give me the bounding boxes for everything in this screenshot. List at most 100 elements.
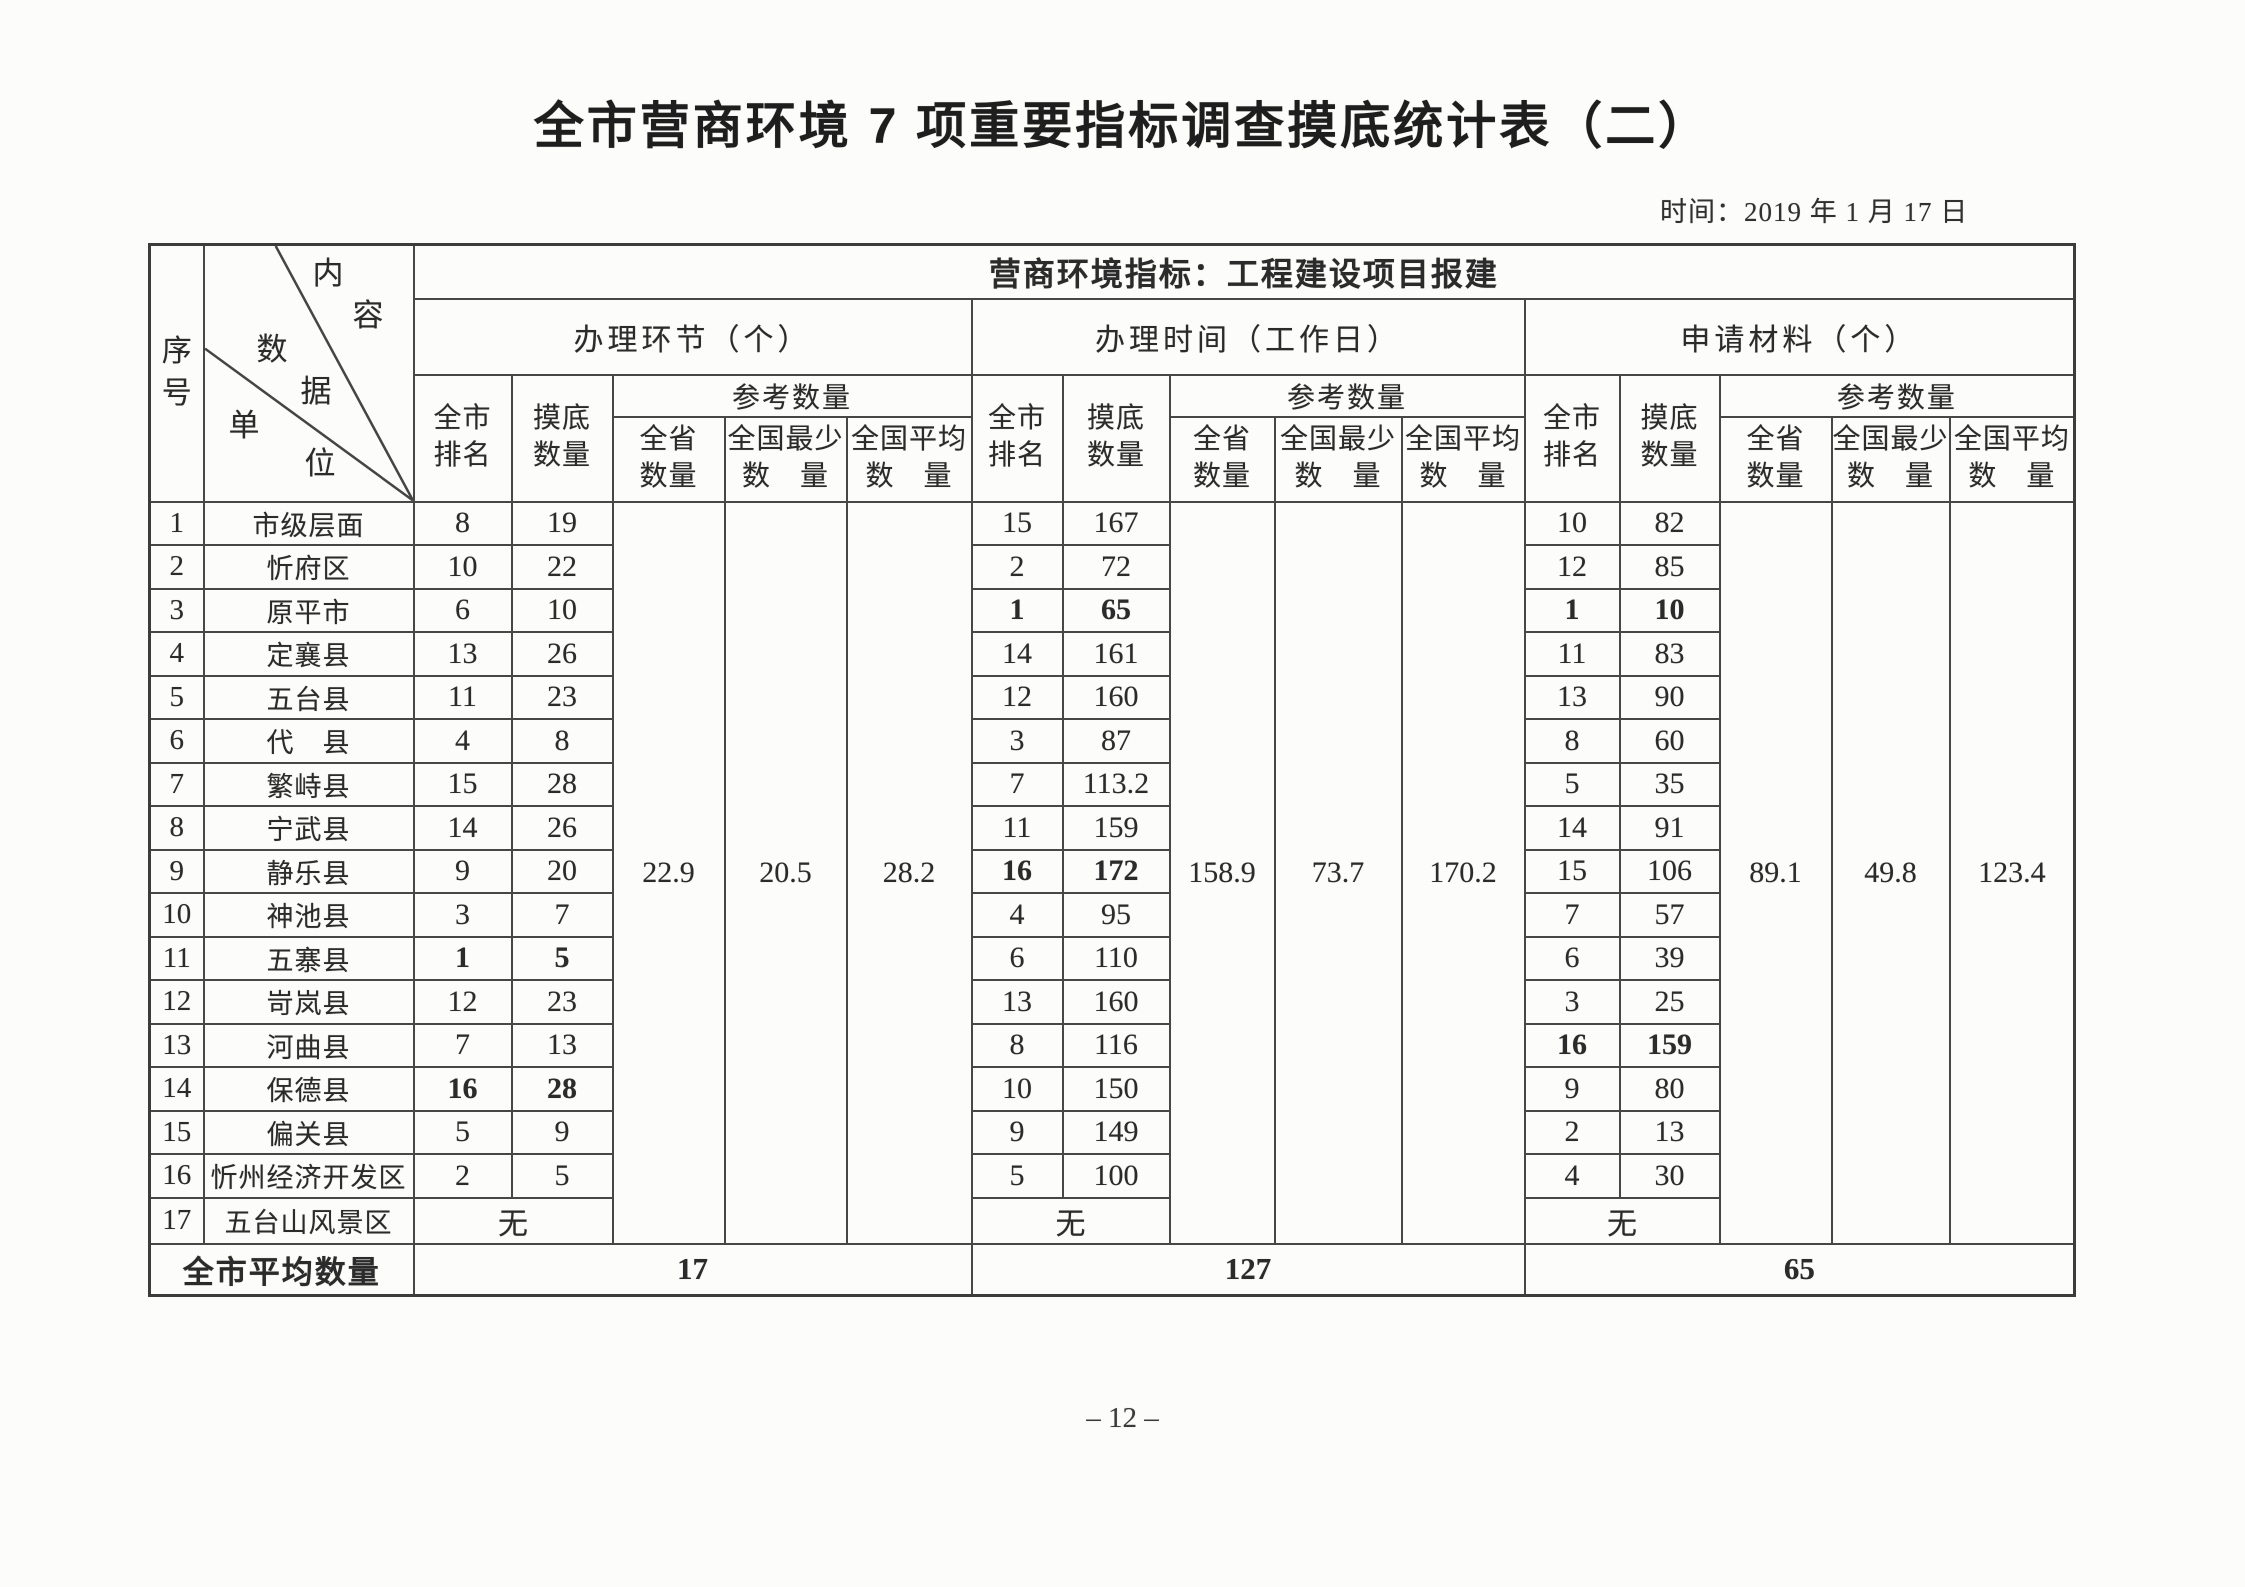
cell-s1-value: 22 (510, 544, 614, 590)
cell-s2-rank: 13 (970, 979, 1064, 1025)
cell-s3-rank: 8 (1523, 718, 1621, 764)
diag-label-unit-2: 位 (304, 446, 336, 481)
cell-unit: 五寨县 (202, 935, 415, 981)
cell-unit: 岢岚县 (202, 979, 415, 1025)
cell-s1-rank: 12 (412, 979, 513, 1025)
summary-label: 全市平均数量 (148, 1242, 415, 1297)
table-row: 12 岢岚县 12 23 13 160 3 25 (148, 979, 2075, 1025)
cell-s3-value: 85 (1618, 544, 1721, 590)
cell-s1-rank: 8 (412, 500, 513, 546)
diag-label-content-1: 内 (312, 256, 344, 291)
s3-ref-header: 参考数量 (1718, 373, 2076, 418)
cell-s1-rank: 10 (412, 544, 513, 590)
cell-s1-value: 8 (510, 718, 614, 764)
cell-s1-rank: 4 (412, 718, 513, 764)
s3-natavg-header: 全国平均数 量 (1948, 415, 2076, 503)
summary-value-procedures: 17 (412, 1242, 973, 1297)
cell-unit: 偏关县 (202, 1109, 415, 1155)
cell-seq: 12 (148, 979, 205, 1025)
cell-seq: 1 (148, 500, 205, 546)
cell-s1-rank: 9 (412, 848, 513, 894)
cell-unit: 神池县 (202, 892, 415, 938)
cell-s1-ref-1: 20.5 (723, 500, 848, 1245)
cell-s1-rank: 13 (412, 631, 513, 677)
table-row: 7 繁峙县 15 28 7 113.2 5 35 (148, 761, 2075, 807)
header-row-sub1: 全市 排名 摸底 数量 参考数量 全市 排名 摸底 数量 参考数量 全市 排名 摸底 数量 … (150, 373, 2076, 503)
cell-s2-rank: 2 (970, 544, 1064, 590)
cell-seq: 15 (148, 1109, 205, 1155)
cell-s3-rank: 7 (1523, 892, 1621, 938)
table-row: 13 河曲县 7 13 8 116 16 159 (148, 1022, 2075, 1068)
cell-s2-value: 113.2 (1061, 761, 1171, 807)
cell-s3-value: 35 (1618, 761, 1721, 807)
cell-s2-rank: 1 (970, 587, 1064, 633)
cell-s1-rank: 2 (412, 1153, 513, 1199)
cell-s2-rank: 7 (970, 761, 1064, 807)
cell-s2-value: 167 (1061, 500, 1171, 546)
header-seq: 序 号 (148, 243, 205, 503)
cell-s1-value: 13 (510, 1022, 614, 1068)
corner-diagonal-cell: 内 容 数 据 单 位 (202, 243, 415, 503)
cell-s2-value: 160 (1061, 674, 1171, 720)
cell-s2-value: 160 (1061, 979, 1171, 1025)
cell-s2-rank: 12 (970, 674, 1064, 720)
cell-s2-value: 172 (1061, 848, 1171, 894)
cell-s1-value: 10 (510, 587, 614, 633)
cell-s2-value: 100 (1061, 1153, 1171, 1199)
cell-s3-value: 25 (1618, 979, 1721, 1025)
cell-s1-value: 7 (510, 892, 614, 938)
table-row: 16 忻州经济开发区 2 5 5 100 4 30 (148, 1153, 2075, 1199)
s2-base-header: 摸底 数量 (1061, 373, 1171, 503)
cell-s3-rank: 2 (1523, 1109, 1621, 1155)
header-row-banner: 序 号 内 容 数 据 单 位 营商环境指标：工程建设项目报建 (148, 243, 2076, 503)
cell-seq: 16 (148, 1153, 205, 1199)
summary-value-materials: 65 (1523, 1242, 2076, 1297)
cell-seq: 10 (148, 892, 205, 938)
cell-s2-value: 87 (1061, 718, 1171, 764)
header-seq-char2: 号 (161, 377, 192, 411)
table-row: 14 保德县 16 28 10 150 9 80 (148, 1066, 2075, 1112)
group-header-materials: 申请材料（个） (1523, 297, 2076, 376)
table-row: 10 神池县 3 7 4 95 7 57 (148, 892, 2075, 938)
cell-s1-ref-2: 28.2 (845, 500, 973, 1245)
cell-s3-rank: 3 (1523, 979, 1621, 1025)
cell-unit: 忻府区 (202, 544, 415, 590)
s2-natmin-header: 全国最少数 量 (1273, 415, 1403, 503)
cell-s1-rank: 14 (412, 805, 513, 851)
cell-s3-rank: 4 (1523, 1153, 1621, 1199)
s1-base-header: 摸底 数量 (510, 373, 614, 503)
diag-label-unit-1: 单 (228, 408, 260, 443)
cell-s3-value: 82 (1618, 500, 1721, 546)
cell-s1-value: 26 (510, 805, 614, 851)
indicator-banner: 营商环境指标：工程建设项目报建 (412, 243, 2076, 300)
s1-rank-header: 全市 排名 (412, 373, 513, 503)
cell-s2-value: 110 (1061, 935, 1171, 981)
table-row: 5 五台县 11 23 12 160 13 90 (148, 674, 2075, 720)
cell-s2-rank: 10 (970, 1066, 1064, 1112)
cell-unit: 忻州经济开发区 (202, 1153, 415, 1199)
cell-s3-value: 60 (1618, 718, 1721, 764)
cell-unit: 五台山风景区 (202, 1196, 415, 1245)
cell-s3-rank: 11 (1523, 631, 1621, 677)
cell-s2-value: 65 (1061, 587, 1171, 633)
table-row: 4 定襄县 13 26 14 161 11 83 (148, 631, 2075, 677)
cell-s3-value: 90 (1618, 674, 1721, 720)
document-title: 全市营商环境 7 项重要指标调查摸底统计表（二） (533, 98, 1712, 154)
cell-s3-ref-0: 89.1 (1718, 500, 1833, 1245)
group-header-time: 办理时间（工作日） (970, 297, 1526, 376)
cell-unit: 保德县 (202, 1066, 415, 1112)
table-row: 17 五台山风景区无无无 (148, 1196, 2075, 1245)
statistics-table: 序 号 内 容 数 据 单 位 营商环境指标：工程建设项目报建 (148, 243, 2077, 1297)
cell-s2-rank: 3 (970, 718, 1064, 764)
cell-s3-rank: 14 (1523, 805, 1621, 851)
cell-s1-value: 23 (510, 979, 614, 1025)
cell-s1-value: 26 (510, 631, 614, 677)
summary-row: 全市平均数量 17 127 65 (148, 1242, 2076, 1297)
cell-s2-ref-0: 158.9 (1168, 500, 1276, 1245)
table-row: 8 宁武县 14 26 11 159 14 91 (148, 805, 2075, 851)
s2-rank-header: 全市 排名 (970, 373, 1064, 503)
cell-seq: 5 (148, 674, 205, 720)
cell-s3-value: 57 (1618, 892, 1721, 938)
cell-s1-value: 23 (510, 674, 614, 720)
